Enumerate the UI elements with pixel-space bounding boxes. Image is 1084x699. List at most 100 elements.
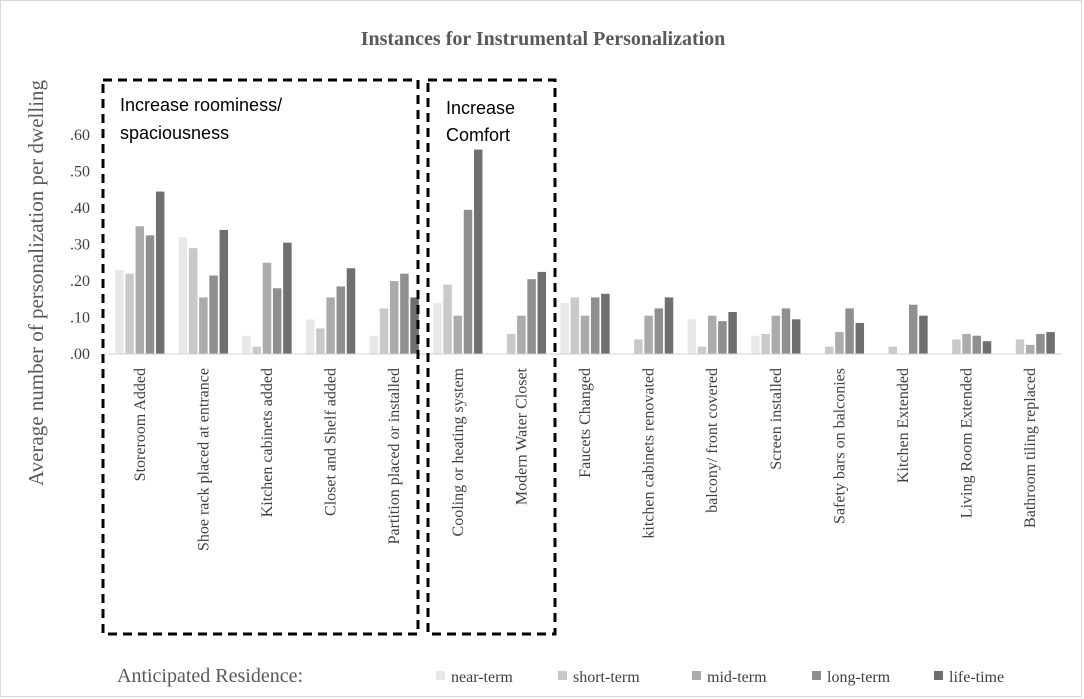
x-category-label: kitchen cabinets renovated xyxy=(641,368,658,539)
legend-label-long-term: long-term xyxy=(827,669,891,686)
bar-short-term xyxy=(125,273,134,354)
bar-mid-term xyxy=(199,297,208,354)
bar-life-time xyxy=(664,297,674,354)
legend-swatch-life-time xyxy=(934,671,943,680)
bar-short-term xyxy=(506,333,516,354)
bar-near-term xyxy=(242,335,251,354)
bar-mid-term xyxy=(962,333,971,354)
bar-mid-term xyxy=(262,262,272,354)
bar-life-time xyxy=(283,242,292,354)
bar-short-term xyxy=(888,346,898,354)
group-label-roominess-line2: spaciousness xyxy=(120,123,229,143)
bar-mid-term xyxy=(389,281,399,354)
bar-life-time xyxy=(346,268,356,354)
x-category-label: Closet and Shelf added xyxy=(323,368,340,516)
bar-short-term xyxy=(697,346,707,354)
legend-label-short-term: short-term xyxy=(573,669,640,686)
bar-short-term xyxy=(634,339,643,354)
y-tick-label: .10 xyxy=(70,310,90,327)
group-box-roominess xyxy=(101,78,420,636)
legend-swatch-short-term xyxy=(558,671,567,680)
y-axis-label: Average number of personalization per dw… xyxy=(24,79,48,486)
bar-life-time xyxy=(537,271,547,354)
legend-swatch-long-term xyxy=(812,671,821,680)
bar-long-term xyxy=(145,235,155,354)
x-category-label: Faucets Changed xyxy=(577,368,594,478)
y-tick-label: .30 xyxy=(70,237,90,254)
bar-mid-term xyxy=(835,332,844,354)
bar-mid-term xyxy=(453,315,463,354)
bar-long-term xyxy=(654,308,664,354)
x-axis-category-labels: Storeroom Added Shoe rack placed at entra… xyxy=(132,367,1039,551)
bar-short-term xyxy=(1015,339,1025,354)
y-axis-ticks: .00 .10 .20 .30 .40 .50 .60 xyxy=(70,127,90,363)
bar-near-term xyxy=(560,302,569,354)
bar-near-term xyxy=(369,335,379,354)
x-category-label: Bathroom tiling replaced xyxy=(1022,368,1039,528)
bar-long-term xyxy=(845,308,854,354)
group-label-roominess-line1: Increase roominess/ xyxy=(120,95,282,115)
y-tick-label: .00 xyxy=(70,346,90,363)
x-category-label: Screen installed xyxy=(768,368,785,470)
legend-label-mid-term: mid-term xyxy=(707,669,767,686)
x-category-label: Shoe rack placed at entrance xyxy=(195,368,212,551)
x-category-label: Storeroom Added xyxy=(132,368,149,481)
bar-series xyxy=(115,149,1055,354)
bar-short-term xyxy=(252,346,262,354)
y-tick-label: .60 xyxy=(70,127,90,144)
y-tick-label: .40 xyxy=(70,200,90,217)
bar-short-term xyxy=(443,284,452,354)
bar-near-term xyxy=(433,302,442,354)
bar-short-term xyxy=(824,346,834,354)
legend-title: Anticipated Residence: xyxy=(117,665,303,687)
x-category-label: Safety bars on balconies xyxy=(831,368,848,524)
legend-label-life-time: life-time xyxy=(949,669,1004,686)
bar-life-time xyxy=(1046,332,1055,354)
bar-mid-term xyxy=(771,315,781,354)
group-box-comfort xyxy=(426,78,557,636)
legend-swatch-mid-term xyxy=(692,671,701,680)
bar-long-term xyxy=(972,335,982,354)
bar-short-term xyxy=(761,333,770,354)
bar-long-term xyxy=(1036,333,1045,354)
group-label-comfort-line1: Increase xyxy=(446,98,515,118)
bar-life-time xyxy=(728,312,737,354)
x-category-label: Kitchen Extended xyxy=(895,368,912,483)
bar-life-time xyxy=(919,315,928,354)
x-category-label: Cooling or heating system xyxy=(450,367,467,536)
bar-long-term xyxy=(336,286,346,354)
bar-mid-term xyxy=(1025,344,1035,354)
bar-mid-term xyxy=(326,297,335,354)
bar-life-time xyxy=(855,322,865,354)
bar-short-term xyxy=(316,328,325,354)
bar-life-time xyxy=(155,191,165,354)
bar-long-term xyxy=(400,273,409,354)
bar-long-term xyxy=(908,304,918,354)
bar-mid-term xyxy=(707,315,717,354)
bar-mid-term xyxy=(580,315,590,354)
bar-near-term xyxy=(115,270,124,354)
bar-near-term xyxy=(305,319,315,354)
bar-long-term xyxy=(781,308,791,354)
bar-life-time xyxy=(601,293,610,354)
bar-life-time xyxy=(219,229,229,354)
y-tick-label: .50 xyxy=(70,164,90,181)
bar-mid-term xyxy=(644,315,653,354)
y-tick-label: .20 xyxy=(70,273,90,290)
bar-long-term xyxy=(272,288,282,354)
bar-near-term xyxy=(751,335,760,354)
group-label-comfort-line2: Comfort xyxy=(446,125,510,145)
bar-long-term xyxy=(590,297,600,354)
bar-long-term xyxy=(718,321,727,354)
bar-life-time xyxy=(791,319,801,354)
bar-short-term xyxy=(570,297,580,354)
bar-life-time xyxy=(473,149,483,354)
bar-life-time xyxy=(982,341,992,354)
bar-long-term xyxy=(463,209,473,354)
x-category-label: Modern Water Closet xyxy=(513,367,530,505)
legend-label-near-term: near-term xyxy=(451,669,513,686)
x-category-label: Partition placed or installed xyxy=(386,368,403,544)
bar-short-term xyxy=(188,248,198,354)
